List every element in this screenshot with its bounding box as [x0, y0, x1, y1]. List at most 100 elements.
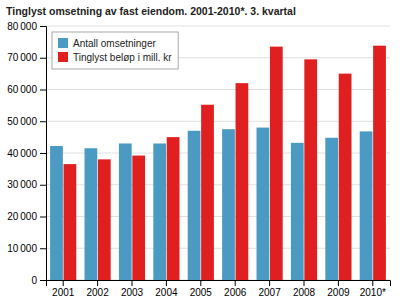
bar [119, 143, 132, 280]
grid-line [46, 26, 390, 27]
axis-line [47, 281, 391, 287]
tick: 2010* [360, 280, 386, 298]
tick-mark [40, 185, 46, 186]
legend-label: Antall omsetninger [73, 38, 156, 49]
bar [360, 131, 373, 280]
bar [270, 47, 283, 280]
tick: 0 [31, 275, 46, 286]
tick: 2002 [86, 280, 109, 298]
legend-label: Tinglyst beløp i mill. kr [73, 52, 172, 63]
tick-label: 20 000 [7, 211, 37, 222]
tick: 2006 [224, 280, 247, 298]
tick: 70 000 [7, 52, 46, 63]
chart: Tinglyst omsetning av fast eiendom. 2001… [0, 0, 400, 302]
tick-mark [166, 280, 167, 286]
tick-label: 2008 [293, 287, 316, 298]
tick-mark [304, 280, 305, 286]
tick: 50 000 [7, 116, 46, 127]
tick-mark [63, 280, 64, 286]
tick-mark [40, 280, 46, 281]
bar [257, 128, 270, 280]
tick: 2009 [327, 280, 350, 298]
tick-mark [372, 280, 373, 286]
tick-mark [40, 121, 46, 122]
tick: 2003 [121, 280, 144, 298]
tick-label: 2001 [52, 287, 75, 298]
tick-label: 30 000 [7, 179, 37, 190]
legend-item: Antall omsetninger [58, 38, 156, 49]
tick-label: 2002 [86, 287, 109, 298]
bar [325, 138, 338, 280]
tick-label: 2009 [327, 287, 350, 298]
bar [201, 105, 214, 280]
bar [167, 137, 180, 280]
tick: 2001 [52, 280, 75, 298]
bar [222, 129, 235, 280]
tick: 10 000 [7, 243, 46, 254]
tick-mark [269, 280, 270, 286]
grid-line [46, 153, 390, 154]
tick-label: 60 000 [7, 84, 37, 95]
tick: 40 000 [7, 148, 46, 159]
tick-mark [40, 217, 46, 218]
title: Tinglyst omsetning av fast eiendom. 2001… [6, 5, 296, 17]
bars [50, 46, 386, 280]
tick-label: 80 000 [7, 21, 37, 32]
tick: 2005 [190, 280, 213, 298]
bar [153, 143, 166, 280]
bar [304, 59, 317, 280]
bar [64, 164, 77, 280]
tick-label: 2010* [360, 287, 386, 298]
tick-label: 40 000 [7, 148, 37, 159]
bar [50, 146, 63, 280]
tick-mark [40, 26, 46, 27]
legend-swatch [58, 52, 68, 62]
grid-line [46, 89, 390, 90]
bar [339, 74, 352, 280]
tick-label: 70 000 [7, 52, 37, 63]
bar [132, 156, 145, 280]
tick: 20 000 [7, 211, 46, 222]
series [64, 46, 386, 280]
tick: 2008 [293, 280, 316, 298]
tick-label: 2004 [155, 287, 178, 298]
tick: 30 000 [7, 179, 46, 190]
y-axis: 0 10 000 20 000 30 000 40 000 50 000 60 000 70 … [7, 21, 46, 286]
tick-mark [40, 248, 46, 249]
legend-frame [52, 32, 178, 69]
tick-mark [40, 90, 46, 91]
tick-mark [97, 280, 98, 286]
bar [236, 83, 249, 280]
tick-label: 10 000 [7, 243, 37, 254]
grid-line [46, 121, 390, 122]
tick: 80 000 [7, 21, 46, 32]
legend-swatch [58, 38, 68, 48]
tick-mark [40, 58, 46, 59]
tick-label: 2005 [190, 287, 213, 298]
grid-line [46, 216, 390, 217]
tick: 2007 [258, 280, 281, 298]
tick: 60 000 [7, 84, 46, 95]
grid-line [46, 248, 390, 249]
tick-mark [40, 153, 46, 154]
tick-mark [132, 280, 133, 286]
legend: Antall omsetninger Tinglyst beløp i mill.… [52, 32, 178, 69]
grid-line [46, 184, 390, 185]
tick-label: 2006 [224, 287, 247, 298]
tick-label: 2007 [258, 287, 281, 298]
tick-label: 2003 [121, 287, 144, 298]
bar [98, 159, 111, 280]
tick-mark [235, 280, 236, 286]
bar [85, 148, 98, 280]
x-axis: 2001 2002 2003 2004 2005 2006 2007 2008 2009 2010… [47, 280, 391, 298]
tick-label: 50 000 [7, 116, 37, 127]
bar [373, 46, 386, 280]
legend-item: Tinglyst beløp i mill. kr [58, 52, 172, 63]
tick-mark [338, 280, 339, 286]
tick: 2004 [155, 280, 178, 298]
bar [188, 131, 201, 280]
plot: 0 10 000 20 000 30 000 40 000 50 000 60 000 70 … [7, 21, 390, 298]
grid [46, 26, 390, 280]
bar [291, 143, 304, 280]
tick-label: 0 [31, 275, 37, 286]
